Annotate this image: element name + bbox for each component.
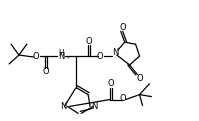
Text: N: N [91, 102, 97, 111]
Text: N: N [58, 52, 65, 60]
Text: O: O [42, 67, 49, 76]
Text: O: O [119, 23, 126, 32]
Text: H: H [59, 49, 64, 58]
Text: O: O [136, 74, 143, 83]
Text: O: O [97, 52, 103, 60]
Text: O: O [32, 52, 39, 60]
Text: O: O [86, 37, 92, 46]
Text: ,,: ,, [66, 54, 70, 59]
Text: O: O [119, 94, 126, 103]
Text: N: N [60, 102, 67, 111]
Text: O: O [107, 79, 114, 88]
Text: N: N [112, 48, 118, 57]
